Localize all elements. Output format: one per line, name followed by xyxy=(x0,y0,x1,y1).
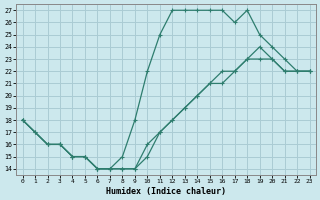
X-axis label: Humidex (Indice chaleur): Humidex (Indice chaleur) xyxy=(106,187,226,196)
